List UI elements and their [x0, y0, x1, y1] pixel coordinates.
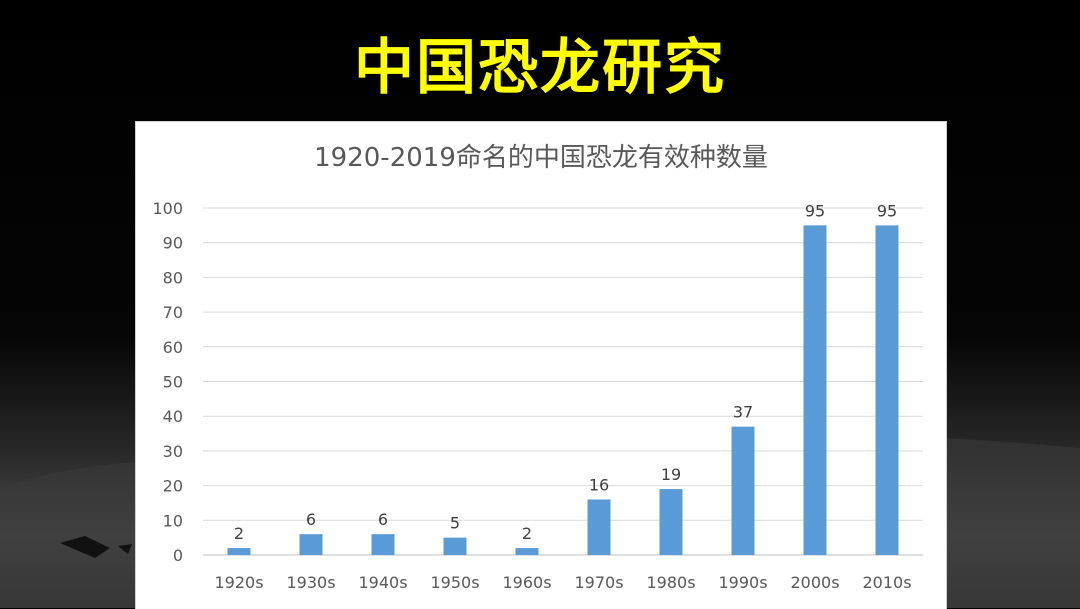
data-label: 95 [805, 201, 825, 220]
bar [659, 489, 683, 555]
data-label: 37 [733, 403, 753, 422]
y-tick-label: 60 [163, 338, 183, 357]
data-label: 19 [661, 465, 681, 484]
data-label: 16 [589, 475, 609, 494]
data-label: 2 [234, 524, 244, 543]
bar [587, 499, 611, 555]
y-tick-label: 80 [163, 268, 183, 287]
data-label: 2 [522, 524, 532, 543]
x-tick-label: 1940s [358, 573, 407, 592]
y-tick-label: 100 [152, 199, 183, 218]
x-tick-label: 1990s [718, 573, 767, 592]
y-tick-label: 50 [163, 373, 183, 392]
data-label: 6 [306, 510, 316, 529]
x-tick-label: 2010s [862, 573, 911, 592]
x-tick-label: 1950s [430, 573, 479, 592]
y-tick-label: 20 [163, 477, 183, 496]
bar [515, 548, 539, 555]
data-label: 6 [378, 510, 388, 529]
bar [443, 537, 467, 555]
chart-panel: 1920-2019命名的中国恐龙有效种数量 0 10 20 30 40 50 60 70 80 9… [135, 121, 947, 609]
bar-chart: 0 10 20 30 40 50 60 70 80 90 100 2 1920s 6 1930s 6 1940s… [152, 199, 923, 592]
bar [875, 225, 899, 555]
data-label: 5 [450, 514, 460, 533]
x-tick-label: 1970s [574, 573, 623, 592]
bar [299, 534, 323, 555]
chart-title: 1920-2019命名的中国恐龙有效种数量 [314, 143, 768, 173]
x-tick-label: 1980s [646, 573, 695, 592]
y-tick-label: 40 [163, 407, 183, 426]
x-tick-label: 1930s [286, 573, 335, 592]
bar [731, 426, 755, 555]
x-tick-label: 2000s [790, 573, 839, 592]
bar [227, 548, 251, 555]
y-tick-label: 90 [163, 234, 183, 253]
y-tick-label: 70 [163, 303, 183, 322]
slide-title: 中国恐龙研究 [354, 33, 726, 103]
y-tick-label: 30 [163, 442, 183, 461]
x-tick-label: 1920s [214, 573, 263, 592]
x-tick-label: 1960s [502, 573, 551, 592]
bar [803, 225, 827, 555]
y-tick-label: 10 [163, 511, 183, 530]
bar [371, 534, 395, 555]
data-label: 95 [877, 201, 897, 220]
y-tick-label: 0 [173, 546, 183, 565]
